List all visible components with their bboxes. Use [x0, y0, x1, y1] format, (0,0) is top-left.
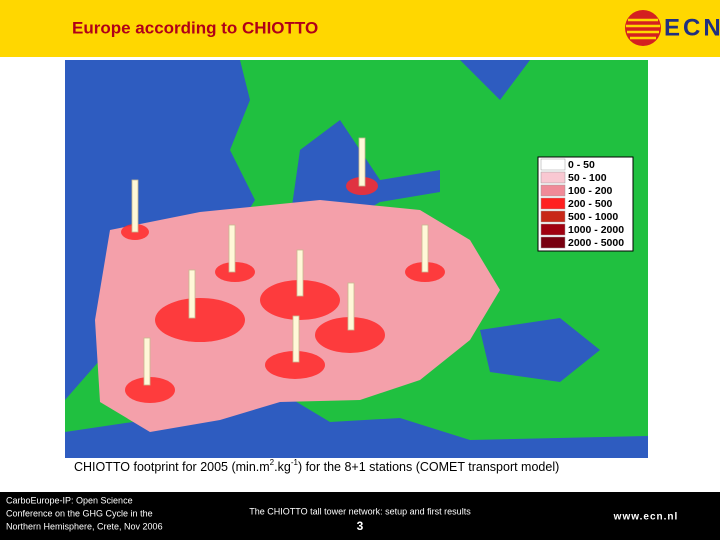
legend-label: 1000 - 2000	[568, 224, 624, 236]
footer-title: The CHIOTTO tall tower network: setup an…	[249, 506, 471, 516]
caption-sup: -1	[291, 458, 299, 467]
legend-label: 0 - 50	[568, 159, 595, 171]
footprint-blob	[315, 317, 385, 353]
footprint-blob	[265, 351, 325, 379]
towers	[131, 137, 429, 386]
caption-text: ) for the 8+1 stations (COMET transport …	[298, 460, 559, 474]
legend-label: 50 - 100	[568, 172, 607, 184]
tower	[228, 224, 236, 273]
legend-swatch	[540, 210, 566, 223]
tower	[188, 269, 196, 319]
logo-stripes	[626, 18, 660, 40]
footer: The CHIOTTO tall tower network: setup an…	[0, 492, 720, 540]
tower	[296, 249, 304, 297]
tower	[131, 179, 139, 233]
black-sea	[480, 318, 600, 382]
caption: CHIOTTO footprint for 2005 (min.m2.kg-1)…	[74, 458, 559, 474]
tower	[143, 337, 151, 386]
footprint-blob	[125, 377, 175, 403]
header-band	[0, 0, 720, 57]
legend-swatch	[540, 223, 566, 236]
footprint-blob	[260, 280, 340, 320]
legend-swatch	[540, 158, 566, 171]
footer-conference: CarboEurope-IP: Open Science	[6, 495, 133, 505]
legend-swatch	[540, 184, 566, 197]
footprint-blob	[155, 298, 245, 342]
footer-conference: Conference on the GHG Cycle in the	[6, 508, 153, 518]
caption-text: CHIOTTO footprint for 2005 (min.m	[74, 460, 270, 474]
legend-swatch	[540, 236, 566, 249]
white-sea	[460, 60, 530, 100]
slide-title: Europe according to CHIOTTO	[72, 18, 318, 37]
caption-sup: 2	[270, 458, 275, 467]
footer-url: www.ecn.nl	[613, 512, 679, 523]
mediterranean	[65, 392, 648, 458]
legend-swatch	[540, 197, 566, 210]
legend-label: 500 - 1000	[568, 211, 618, 223]
legend-label: 2000 - 5000	[568, 237, 624, 249]
caption-text: .kg	[274, 460, 291, 474]
tower	[358, 137, 366, 187]
logo-mark	[625, 10, 661, 46]
logo: ECN	[625, 10, 720, 46]
footer-band	[0, 492, 720, 540]
tower	[347, 282, 355, 331]
legend-swatch	[540, 171, 566, 184]
footprint-core	[121, 177, 445, 403]
page-number: 3	[357, 519, 364, 533]
tower	[292, 315, 300, 363]
footer-conference: Northern Hemisphere, Crete, Nov 2006	[6, 521, 163, 531]
logo-text: ECN	[664, 14, 720, 41]
legend-label: 200 - 500	[568, 198, 613, 210]
tower	[421, 224, 429, 273]
legend-label: 100 - 200	[568, 185, 613, 197]
